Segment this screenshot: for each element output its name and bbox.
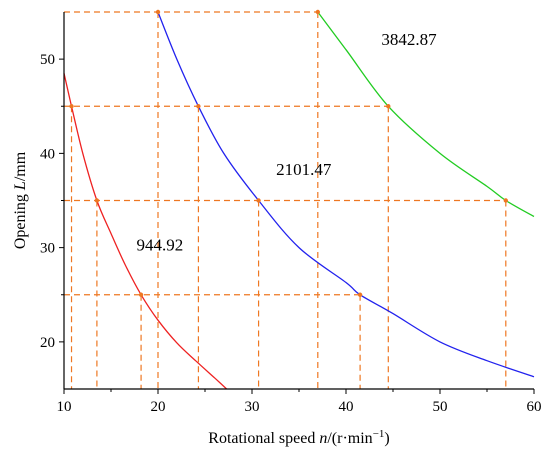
series-line-2 (157, 11, 535, 378)
x-axis-title: Rotational speed n/(r·min−1) (208, 428, 389, 447)
y-tick-label: 30 (40, 241, 55, 257)
x-tick-label: 40 (339, 399, 354, 415)
reference-point (69, 104, 74, 109)
curve-label: 3842.87 (381, 30, 437, 49)
reference-point (315, 9, 320, 15)
x-tick-label: 60 (527, 399, 542, 415)
reference-point (256, 198, 261, 203)
series-line-1 (63, 73, 228, 390)
reference-point (503, 198, 508, 203)
reference-point (138, 292, 144, 297)
y-tick-label: 50 (40, 52, 55, 68)
curve-label: 2101.47 (276, 160, 332, 179)
x-tick-label: 20 (151, 399, 166, 415)
y-axis-title: Opening L/mm (12, 151, 29, 249)
reference-point (357, 292, 363, 297)
y-tick-label: 20 (40, 335, 55, 351)
x-tick-label: 50 (433, 399, 448, 415)
curve-label: 944.92 (137, 235, 184, 254)
reference-point (155, 9, 161, 15)
reference-point (196, 104, 201, 109)
reference-point (94, 198, 100, 203)
x-tick-label: 30 (245, 399, 260, 415)
y-tick-label: 40 (40, 146, 55, 162)
annotations: 944.92 2101.47 3842.87 (137, 30, 438, 254)
reference-points (69, 9, 508, 297)
reference-point (386, 104, 391, 109)
reference-lines (64, 11, 507, 389)
axes: 10 20 30 40 50 60 20 30 40 50 (40, 12, 542, 415)
x-tick-label: 10 (57, 399, 72, 415)
